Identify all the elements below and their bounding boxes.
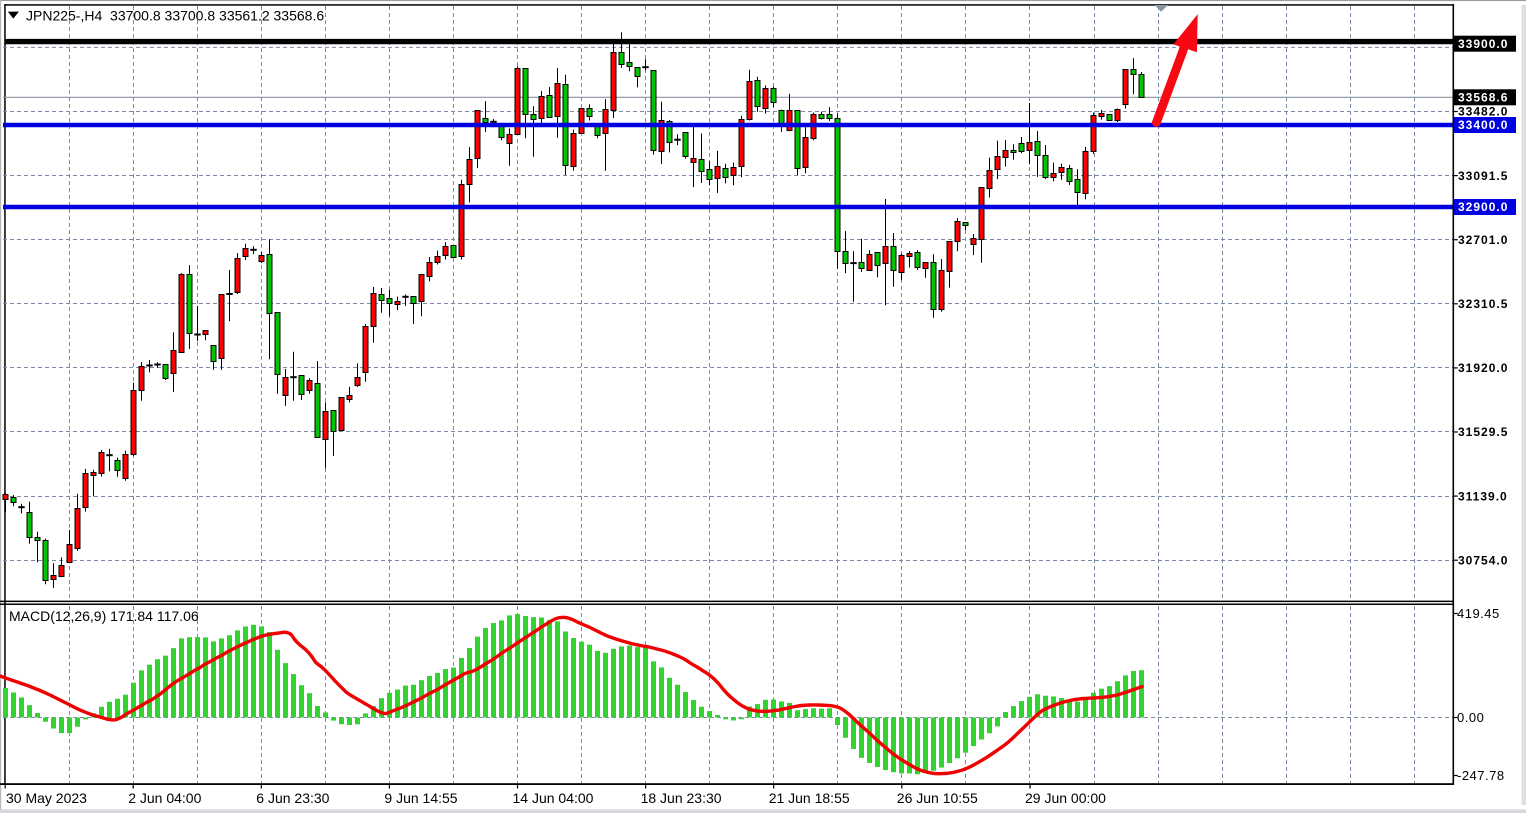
svg-text:32701.0: 32701.0: [1458, 233, 1508, 247]
svg-text:14 Jun 04:00: 14 Jun 04:00: [513, 790, 594, 806]
svg-text:32900.0: 32900.0: [1458, 200, 1508, 214]
svg-text:31529.5: 31529.5: [1458, 425, 1508, 439]
svg-text:21 Jun 18:55: 21 Jun 18:55: [769, 790, 850, 806]
svg-text:-247.78: -247.78: [1457, 768, 1505, 783]
svg-text:32310.5: 32310.5: [1458, 297, 1508, 311]
svg-text:33568.6: 33568.6: [1458, 91, 1508, 105]
svg-text:31920.0: 31920.0: [1458, 361, 1508, 375]
svg-text:MACD(12,26,9) 171.84 117.06: MACD(12,26,9) 171.84 117.06: [9, 608, 199, 624]
svg-text:9 Jun 14:55: 9 Jun 14:55: [384, 790, 457, 806]
svg-text:33091.5: 33091.5: [1458, 169, 1508, 183]
svg-text:18 Jun 23:30: 18 Jun 23:30: [641, 790, 722, 806]
svg-text:29 Jun 00:00: 29 Jun 00:00: [1025, 790, 1106, 806]
svg-text:33482.0: 33482.0: [1458, 105, 1508, 119]
svg-text:0.00: 0.00: [1457, 710, 1484, 725]
svg-text:31139.0: 31139.0: [1458, 489, 1508, 503]
svg-text:JPN225-,H4 33700.8 33700.8 33: JPN225-,H4 33700.8 33700.8 33561.2 33568…: [26, 8, 324, 24]
svg-text:33400.0: 33400.0: [1458, 118, 1508, 132]
svg-text:2 Jun 04:00: 2 Jun 04:00: [128, 790, 201, 806]
svg-text:26 Jun 10:55: 26 Jun 10:55: [897, 790, 978, 806]
svg-text:6 Jun 23:30: 6 Jun 23:30: [256, 790, 329, 806]
svg-text:419.45: 419.45: [1457, 606, 1500, 621]
svg-text:30754.0: 30754.0: [1458, 553, 1508, 567]
svg-text:33900.0: 33900.0: [1458, 37, 1508, 51]
svg-text:30 May 2023: 30 May 2023: [6, 790, 87, 806]
